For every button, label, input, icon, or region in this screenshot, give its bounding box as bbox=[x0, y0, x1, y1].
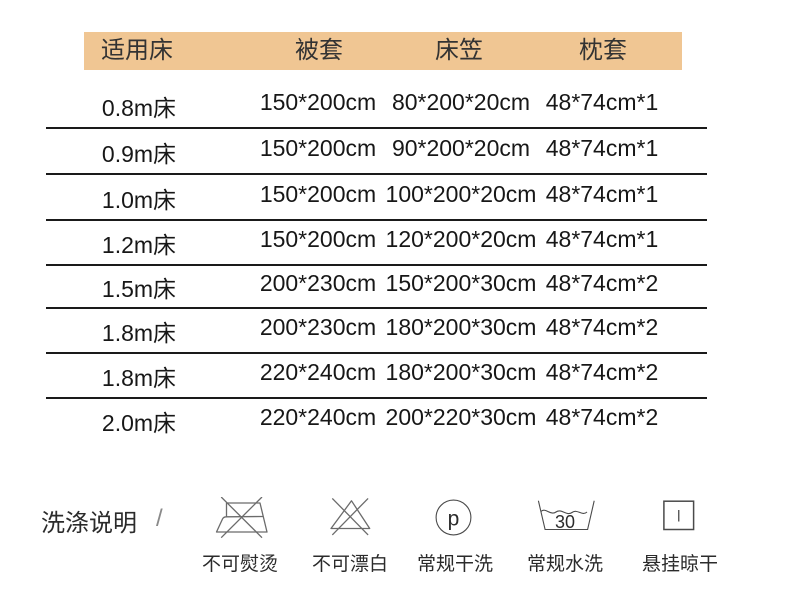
svg-text:30: 30 bbox=[555, 512, 575, 532]
svg-text:p: p bbox=[448, 508, 460, 531]
